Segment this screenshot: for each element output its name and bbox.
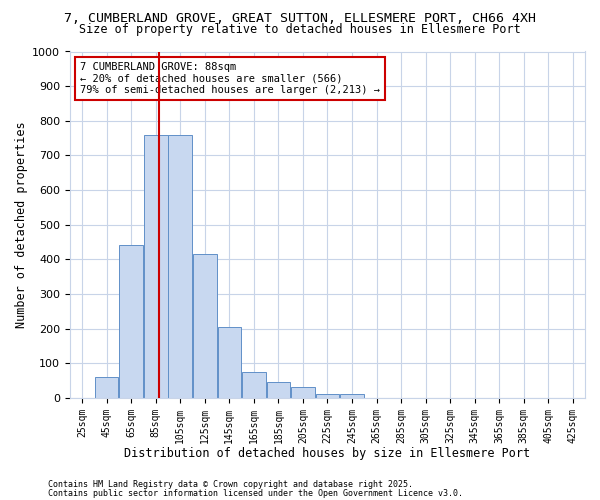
- Bar: [340, 394, 364, 398]
- X-axis label: Distribution of detached houses by size in Ellesmere Port: Distribution of detached houses by size …: [124, 447, 530, 460]
- Bar: [218, 327, 241, 398]
- Text: Contains public sector information licensed under the Open Government Licence v3: Contains public sector information licen…: [48, 488, 463, 498]
- Text: 7 CUMBERLAND GROVE: 88sqm
← 20% of detached houses are smaller (566)
79% of semi: 7 CUMBERLAND GROVE: 88sqm ← 20% of detac…: [80, 62, 380, 95]
- Bar: [95, 377, 118, 398]
- Bar: [291, 388, 314, 398]
- Text: Size of property relative to detached houses in Ellesmere Port: Size of property relative to detached ho…: [79, 22, 521, 36]
- Bar: [193, 254, 217, 398]
- Bar: [119, 246, 143, 398]
- Bar: [242, 372, 266, 398]
- Bar: [266, 382, 290, 398]
- Text: Contains HM Land Registry data © Crown copyright and database right 2025.: Contains HM Land Registry data © Crown c…: [48, 480, 413, 489]
- Bar: [144, 134, 167, 398]
- Bar: [316, 394, 339, 398]
- Y-axis label: Number of detached properties: Number of detached properties: [15, 122, 28, 328]
- Bar: [169, 134, 192, 398]
- Text: 7, CUMBERLAND GROVE, GREAT SUTTON, ELLESMERE PORT, CH66 4XH: 7, CUMBERLAND GROVE, GREAT SUTTON, ELLES…: [64, 12, 536, 26]
